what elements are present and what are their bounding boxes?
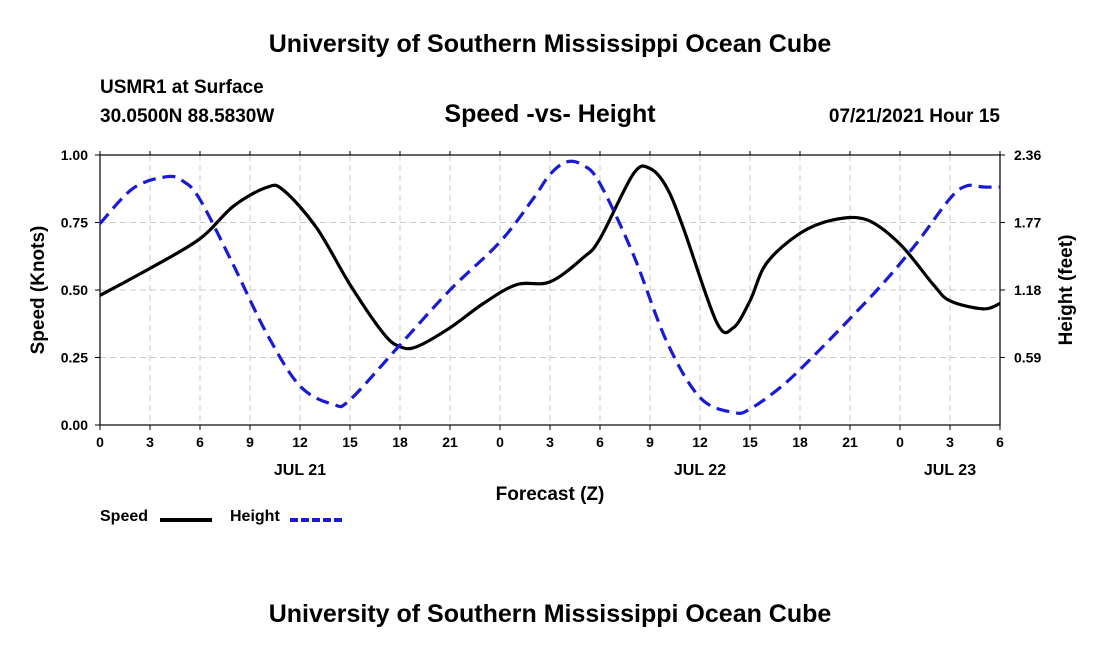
- legend-speed-label: Speed: [100, 508, 149, 525]
- x-axis-title: Forecast (Z): [496, 484, 605, 505]
- x-tick-label: 9: [246, 434, 254, 450]
- series-line-height: [98, 159, 1001, 415]
- x-tick-label: 0: [496, 434, 504, 450]
- x-tick-label: 0: [96, 434, 104, 450]
- x-tick-label: 15: [742, 434, 758, 450]
- footer-title: University of Southern Mississippi Ocean…: [268, 600, 832, 628]
- legend-speed-line: [160, 518, 212, 522]
- legend-height-label: Height: [230, 508, 280, 525]
- x-tick-label: 21: [442, 434, 458, 450]
- series-line-speed: [99, 164, 1001, 351]
- date-label: JUL 21: [274, 462, 326, 479]
- x-tick-label: 15: [342, 434, 358, 450]
- y-tick-label-left: 0.75: [61, 215, 88, 231]
- coordinates-label: 30.0500N 88.5830W: [100, 106, 275, 127]
- y-axis-title-left: Speed (Knots): [28, 226, 49, 355]
- y-tick-label-left: 1.00: [61, 147, 88, 163]
- chart-main-title: University of Southern Mississippi Ocean…: [268, 30, 832, 58]
- chart-subtitle: Speed -vs- Height: [444, 100, 656, 128]
- y-tick-label-right: 1.18: [1014, 282, 1041, 298]
- forecast-datetime: 07/21/2021 Hour 15: [828, 106, 1000, 127]
- y-tick-label-left: 0.00: [61, 417, 88, 433]
- station-label: USMR1 at Surface: [100, 77, 264, 98]
- x-tick-label: 9: [646, 434, 654, 450]
- y-tick-label-right: 1.77: [1014, 215, 1041, 231]
- x-tick-label: 3: [146, 434, 154, 450]
- x-tick-label: 18: [392, 434, 408, 450]
- x-tick-label: 3: [946, 434, 954, 450]
- x-tick-label: 12: [692, 434, 708, 450]
- date-label: JUL 22: [674, 462, 726, 479]
- y-tick-label-right: 0.59: [1014, 350, 1041, 366]
- x-tick-label: 3: [546, 434, 554, 450]
- x-tick-label: 12: [292, 434, 308, 450]
- x-tick-label: 18: [792, 434, 808, 450]
- x-tick-label: 6: [996, 434, 1004, 450]
- x-tick-label: 21: [842, 434, 858, 450]
- x-tick-label: 6: [196, 434, 204, 450]
- y-tick-label-left: 0.50: [61, 282, 88, 298]
- legend-height-line: [290, 518, 342, 522]
- x-tick-label: 0: [896, 434, 904, 450]
- y-tick-label-right: 2.36: [1014, 147, 1041, 163]
- date-label: JUL 23: [924, 462, 976, 479]
- x-tick-label: 6: [596, 434, 604, 450]
- y-tick-label-left: 0.25: [61, 350, 88, 366]
- y-axis-title-right: Height (feet): [1056, 235, 1077, 346]
